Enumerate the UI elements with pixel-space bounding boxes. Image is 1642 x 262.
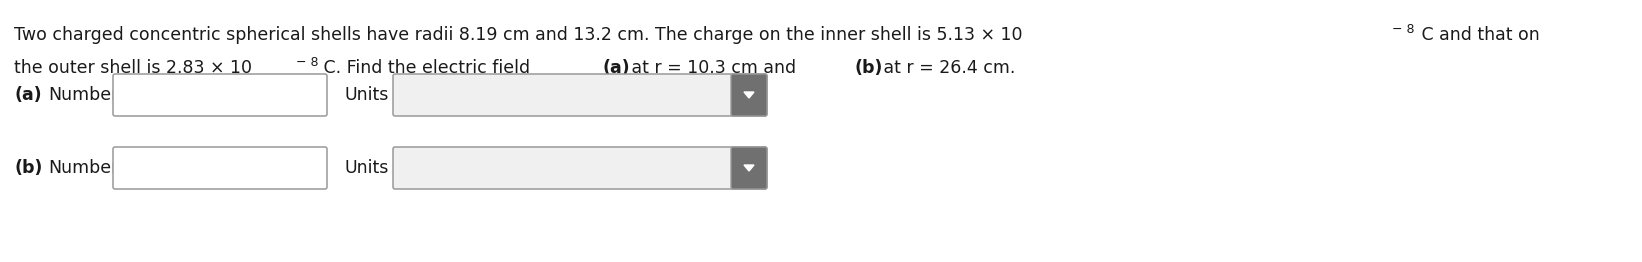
FancyBboxPatch shape [113,74,327,116]
Text: Units: Units [345,159,389,177]
Text: Number: Number [48,86,118,104]
FancyBboxPatch shape [731,74,767,116]
FancyBboxPatch shape [113,147,327,189]
FancyBboxPatch shape [392,147,767,189]
FancyBboxPatch shape [392,74,767,116]
Text: (a): (a) [15,86,41,104]
Text: C and that on: C and that on [1415,26,1540,44]
Text: the outer shell is 2.83 × 10: the outer shell is 2.83 × 10 [15,59,251,77]
Polygon shape [744,165,754,171]
Text: Units: Units [345,86,389,104]
Text: − 8: − 8 [1392,23,1414,36]
Polygon shape [744,92,754,98]
Text: (b): (b) [15,159,43,177]
Text: − 8: − 8 [296,56,319,69]
FancyBboxPatch shape [731,147,767,189]
Text: at r = 26.4 cm.: at r = 26.4 cm. [878,59,1015,77]
Text: Number: Number [48,159,118,177]
Text: Two charged concentric spherical shells have radii 8.19 cm and 13.2 cm. The char: Two charged concentric spherical shells … [15,26,1023,44]
Text: (a): (a) [603,59,631,77]
Text: at r = 10.3 cm and: at r = 10.3 cm and [626,59,801,77]
Text: C. Find the electric field: C. Find the electric field [319,59,535,77]
Text: (b): (b) [855,59,883,77]
